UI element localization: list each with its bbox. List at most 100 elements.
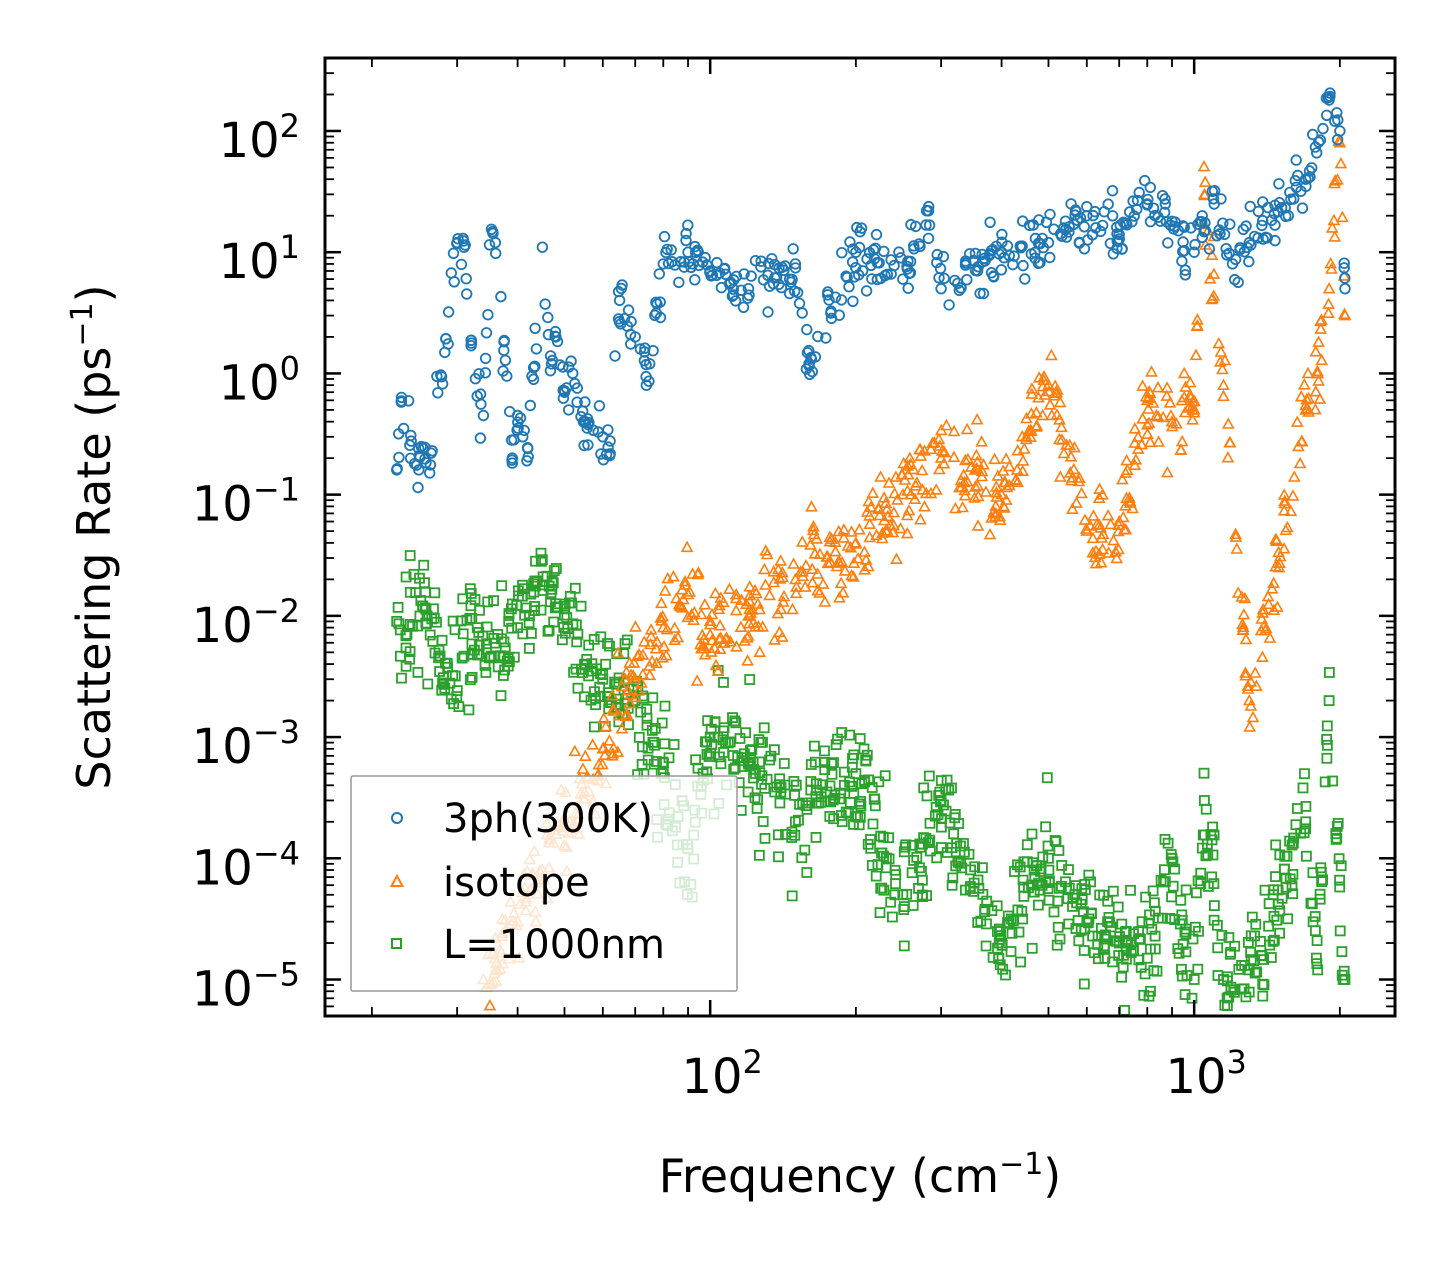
point-isotope	[578, 749, 592, 762]
point-boundary	[1334, 874, 1345, 886]
point-isotope	[999, 493, 1013, 505]
point-boundary	[436, 684, 448, 696]
point-isotope	[1057, 446, 1071, 459]
point-3ph	[508, 434, 520, 446]
point-isotope	[975, 435, 988, 447]
point-boundary	[1179, 989, 1191, 1000]
point-3ph	[442, 306, 455, 318]
point-3ph	[486, 225, 499, 238]
point-isotope	[1203, 272, 1217, 284]
point-isotope	[1338, 307, 1351, 320]
point-boundary	[778, 758, 790, 769]
point-isotope	[1146, 396, 1160, 408]
point-isotope	[1255, 612, 1269, 624]
point-3ph	[1229, 253, 1242, 266]
point-3ph	[465, 334, 477, 347]
point-isotope	[1256, 650, 1269, 663]
point-boundary	[728, 763, 740, 775]
point-boundary	[444, 677, 456, 689]
point-isotope	[655, 596, 668, 609]
point-boundary	[1029, 871, 1041, 883]
point-isotope	[1293, 456, 1307, 469]
point-boundary	[878, 850, 889, 862]
point-3ph	[557, 392, 570, 404]
point-isotope	[1230, 542, 1244, 554]
point-3ph	[412, 481, 424, 494]
point-isotope	[806, 523, 820, 536]
point-isotope	[1221, 417, 1235, 429]
point-isotope	[1107, 533, 1120, 546]
point-3ph	[687, 258, 699, 270]
point-boundary	[464, 583, 476, 595]
point-isotope	[958, 453, 972, 466]
point-boundary	[863, 774, 874, 786]
point-isotope	[915, 463, 929, 476]
point-3ph	[616, 279, 628, 291]
ticks-layer	[325, 57, 1395, 1016]
point-isotope	[644, 623, 658, 635]
point-isotope	[1049, 386, 1062, 399]
point-boundary	[1167, 880, 1179, 892]
point-boundary	[1117, 961, 1129, 973]
point-isotope	[1207, 267, 1221, 279]
point-3ph	[1065, 198, 1077, 210]
point-3ph	[1069, 209, 1081, 221]
point-3ph	[789, 258, 802, 270]
point-3ph	[971, 265, 984, 277]
point-3ph	[1081, 234, 1094, 246]
point-3ph	[793, 297, 806, 310]
point-3ph	[976, 248, 988, 261]
point-isotope	[1297, 378, 1311, 390]
point-boundary	[464, 612, 476, 624]
point-3ph	[1162, 237, 1174, 249]
point-isotope	[1165, 419, 1179, 432]
point-isotope	[947, 450, 961, 463]
point-3ph	[1159, 193, 1171, 205]
point-boundary	[805, 784, 817, 796]
point-boundary	[1323, 695, 1335, 706]
point-isotope	[1287, 470, 1301, 482]
point-isotope	[1016, 454, 1030, 466]
point-boundary	[575, 600, 587, 612]
point-3ph	[1117, 216, 1130, 229]
point-boundary	[1151, 965, 1163, 977]
point-3ph	[762, 306, 774, 318]
point-3ph	[483, 239, 496, 251]
point-boundary	[979, 903, 991, 915]
point-boundary	[530, 555, 541, 567]
point-isotope	[1068, 440, 1081, 453]
point-isotope	[829, 544, 842, 557]
point-boundary	[1135, 934, 1146, 945]
point-boundary	[901, 888, 913, 900]
point-boundary	[948, 828, 959, 840]
point-boundary	[412, 667, 424, 678]
point-isotope	[629, 620, 642, 632]
point-boundary	[480, 667, 492, 678]
point-isotope	[903, 451, 917, 463]
point-isotope	[853, 523, 866, 535]
point-3ph	[1305, 162, 1318, 174]
point-isotope	[1262, 597, 1275, 610]
point-3ph	[692, 246, 704, 258]
point-3ph	[1252, 205, 1265, 218]
point-isotope	[949, 501, 962, 514]
point-isotope	[887, 518, 900, 531]
point-isotope	[1231, 586, 1245, 598]
point-isotope	[838, 564, 852, 576]
point-isotope	[1312, 335, 1325, 347]
point-boundary	[1248, 955, 1260, 966]
point-boundary	[1208, 878, 1220, 889]
point-isotope	[983, 527, 997, 540]
point-boundary	[642, 742, 654, 754]
point-isotope	[901, 468, 915, 480]
point-boundary	[428, 603, 439, 615]
point-boundary	[1335, 860, 1347, 872]
point-isotope	[1086, 531, 1100, 544]
point-3ph	[825, 305, 837, 317]
point-boundary	[1176, 909, 1188, 921]
point-boundary	[718, 677, 729, 688]
point-boundary	[1116, 918, 1128, 930]
point-3ph	[1256, 219, 1268, 232]
point-3ph	[499, 354, 512, 367]
point-boundary	[815, 796, 827, 808]
